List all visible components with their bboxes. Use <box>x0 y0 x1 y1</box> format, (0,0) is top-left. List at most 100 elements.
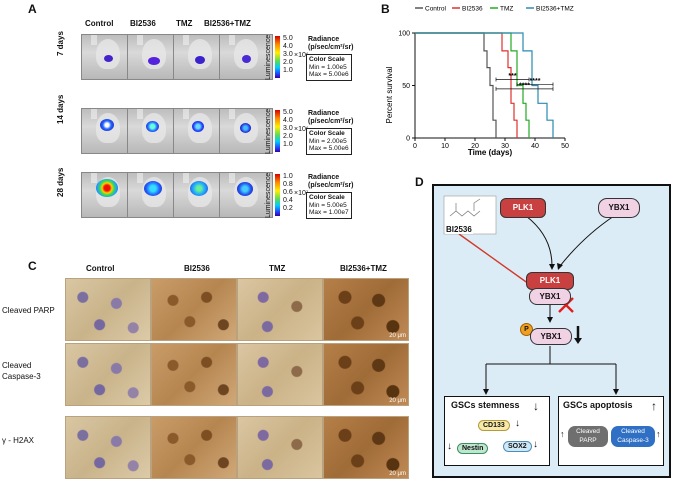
ihc-image-combo-caspase: 20 μm <box>323 343 409 406</box>
sox2-down-arrow: ↓ <box>533 439 538 450</box>
color-scale-box-14d: Color Scale Min = 2.00e5 Max = 5.00e6 <box>306 128 352 155</box>
ihc-image-tmz-h2ax <box>237 416 323 479</box>
color-scale-box-28d: Color Scale Min = 5.00e5 Max = 1.00e7 <box>306 192 352 219</box>
group-label-tmz: TMZ <box>176 19 193 28</box>
ihc-image-bi2536-parp <box>151 278 237 341</box>
chart-legend: Control BI2536 TMZ BI2536+TMZ <box>415 6 574 13</box>
bli-image-control-14d <box>81 108 135 154</box>
scale-bar-label: 20 μm <box>389 471 406 477</box>
x-tick-label: 0 <box>413 143 417 150</box>
survival-curve-3 <box>415 32 554 138</box>
bli-image-combo-28d <box>219 172 273 218</box>
time-label-14days: 14 days <box>56 94 65 124</box>
x-tick-label: 10 <box>441 143 449 150</box>
bli-image-control-7d <box>81 34 135 80</box>
radiance-label-28d: Radiance (p/sec/cm²/sr) <box>308 174 354 189</box>
cleaved-caspase3-marker: Cleaved Caspase-3 <box>611 426 655 447</box>
luminescence-label-28d: Luminescence <box>265 172 272 218</box>
survival-curve-1 <box>415 32 518 138</box>
time-label-28days: 28 days <box>56 167 65 197</box>
sig-label-1: **** <box>530 78 541 85</box>
y-tick-label: 50 <box>402 83 410 90</box>
group-label-control: Control <box>85 19 114 28</box>
group-label-bi2536: BI2536 <box>130 19 156 28</box>
stemness-down-arrow: ↓ <box>533 399 539 413</box>
stemness-title: GSCs stemness <box>451 400 520 410</box>
ihc-col-bi2536: BI2536 <box>184 264 210 273</box>
color-scale-box-7d: Color Scale Min = 1.00e5 Max = 5.00e6 <box>306 54 352 81</box>
ihc-image-control-caspase <box>65 343 151 406</box>
cd133-marker: CD133 <box>478 420 510 431</box>
scale-exponent-7d: ×10⁶ <box>294 52 309 59</box>
ihc-col-control: Control <box>86 264 115 273</box>
x-tick-label: 20 <box>471 143 479 150</box>
chart-curves <box>415 32 554 138</box>
group-label-combo: BI2536+TMZ <box>204 19 251 28</box>
scale-exponent-14d: ×10⁶ <box>294 126 309 133</box>
ihc-col-tmz: TMZ <box>269 264 286 273</box>
ihc-image-combo-h2ax: 20 μm <box>323 416 409 479</box>
y-tick-label: 0 <box>406 136 410 143</box>
significance-brackets: *********** <box>495 73 554 91</box>
panel-c-label: C <box>28 259 37 273</box>
scale-ticks-14d: 5.0 4.0 3.0 2.0 1.0 <box>283 109 293 148</box>
panel-a-label: A <box>28 2 37 16</box>
sox2-marker: SOX2 <box>503 441 532 452</box>
x-tick-label: 40 <box>531 143 539 150</box>
bli-image-control-28d <box>81 172 135 218</box>
time-label-7days: 7 days <box>56 31 65 56</box>
scale-ticks-28d: 1.0 0.8 0.6 0.4 0.2 <box>283 173 293 212</box>
mechanism-diagram: BI2536 PLK1 YBX1 PLK1 YBX1 P YBX1 GSCs s… <box>432 184 671 478</box>
ybx1-node: YBX1 <box>598 198 640 218</box>
cd133-down-arrow: ↓ <box>515 418 520 429</box>
plk1-node: PLK1 <box>500 198 546 218</box>
nestin-marker: Nestin <box>457 443 489 454</box>
bli-image-combo-14d <box>219 108 273 154</box>
nestin-down-arrow: ↓ <box>447 441 452 452</box>
bli-image-bi2536-14d <box>127 108 181 154</box>
legend-label-2: TMZ <box>500 6 513 13</box>
legend-label-1: BI2536 <box>462 6 483 13</box>
sig-label-0: *** <box>508 73 516 80</box>
color-scale-bar-14d <box>275 110 280 152</box>
caspase-up-arrow: ↑ <box>656 429 661 439</box>
cleaved-parp-marker: Cleaved PARP <box>568 426 608 447</box>
scale-bar-label: 20 μm <box>389 398 406 404</box>
drug-label: BI2536 <box>445 225 473 234</box>
bli-image-tmz-14d <box>173 108 227 154</box>
luminescence-label-14d: Luminescence <box>265 108 272 154</box>
ihc-col-combo: BI2536+TMZ <box>340 264 387 273</box>
scale-bar-label: 20 μm <box>389 333 406 339</box>
chart-axes: 0 10 20 30 40 50 0 50 100 <box>398 31 569 151</box>
y-tick-label: 100 <box>398 31 410 38</box>
survival-curve-0 <box>415 32 497 138</box>
ihc-row-parp: Cleaved PARP <box>2 306 55 315</box>
panel-b-label: B <box>381 2 390 16</box>
y-axis-label: Percent survival <box>385 66 394 123</box>
ihc-row-h2ax: γ - H2AX <box>2 436 35 445</box>
radiance-label-14d: Radiance (p/sec/cm²/sr) <box>308 110 354 125</box>
ihc-image-combo-parp: 20 μm <box>323 278 409 341</box>
color-scale-bar-28d <box>275 174 280 216</box>
ihc-image-bi2536-caspase <box>151 343 237 406</box>
complex-ybx1-node: YBX1 <box>529 288 571 305</box>
bli-image-bi2536-7d <box>127 34 181 80</box>
parp-up-arrow: ↑ <box>560 429 565 439</box>
apoptosis-up-arrow: ↑ <box>651 399 657 413</box>
stemness-box: GSCs stemness ↓ CD133 ↓ ↓ Nestin SOX2 ↓ <box>444 396 550 466</box>
x-tick-label: 50 <box>561 143 569 150</box>
survival-curve-2 <box>415 32 530 138</box>
ihc-image-tmz-parp <box>237 278 323 341</box>
ihc-image-tmz-caspase <box>237 343 323 406</box>
ihc-image-control-parp <box>65 278 151 341</box>
ihc-image-control-h2ax <box>65 416 151 479</box>
scale-ticks-7d: 5.0 4.0 3.0 2.0 1.0 <box>283 35 293 74</box>
legend-label-3: BI2536+TMZ <box>536 6 574 13</box>
scale-exponent-28d: ×10⁷ <box>294 190 309 197</box>
bli-image-bi2536-28d <box>127 172 181 218</box>
sig-label-2: **** <box>519 82 530 89</box>
ihc-image-bi2536-h2ax <box>151 416 237 479</box>
legend-label-0: Control <box>425 6 447 13</box>
apoptosis-title: GSCs apoptosis <box>563 400 633 410</box>
color-scale-bar-7d <box>275 36 280 78</box>
